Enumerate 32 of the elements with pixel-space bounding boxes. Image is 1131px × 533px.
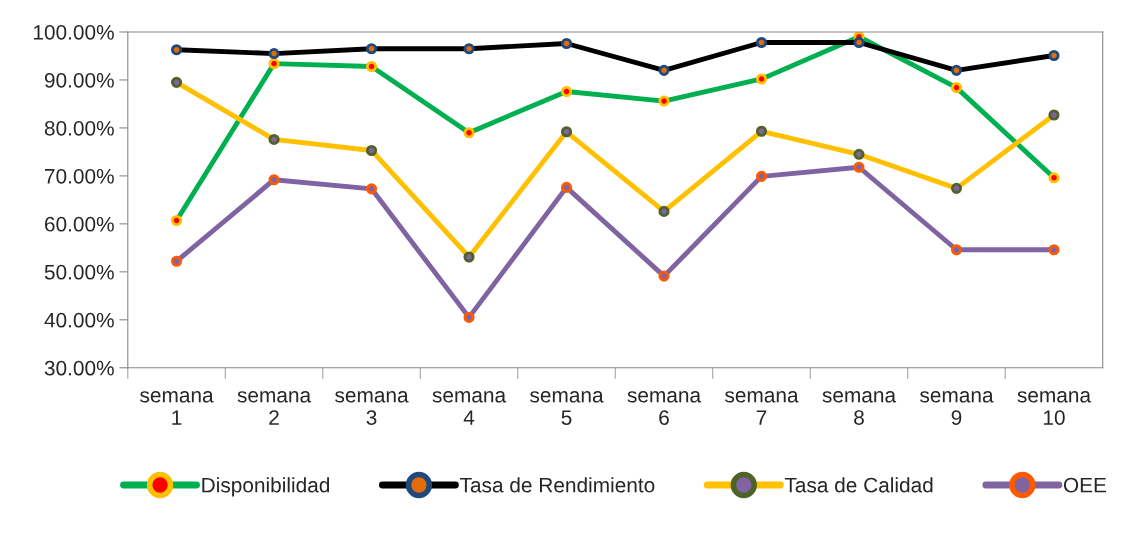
x-tick-label: semana 5: [530, 391, 604, 425]
point: [658, 270, 670, 282]
x-tick-label: semana 2: [237, 391, 312, 425]
x-tick-label: semana 1: [140, 391, 214, 425]
y-tick-label: 50.00%: [44, 264, 114, 280]
x-tick-label: semana 4: [432, 391, 507, 425]
point: [170, 255, 183, 267]
y-tick-label: 70.00%: [45, 168, 114, 184]
x-tick-label: semana 8: [822, 391, 897, 425]
x-tick-label: semana 7: [725, 391, 799, 425]
y-tick-label: 100.00%: [33, 24, 114, 40]
legend-label: Disponibilidad: [202, 477, 330, 497]
point: [950, 244, 963, 256]
legend-label: OEE: [1063, 477, 1107, 493]
y-tick-label: 60.00%: [45, 216, 114, 232]
x-tick-label: semana 3: [335, 391, 409, 425]
x-tick-label: semana 6: [627, 391, 702, 425]
point: [463, 311, 475, 323]
legend-label: Tasa de Calidad: [784, 477, 933, 493]
point: [268, 174, 280, 186]
y-tick-label: 40.00%: [44, 312, 114, 328]
point: [365, 183, 378, 195]
y-tick-label: 90.00%: [44, 72, 114, 88]
point: [560, 181, 573, 193]
x-tick-label: semana 10: [1017, 391, 1092, 425]
x-tick-label: semana 9: [920, 391, 994, 425]
point: [755, 170, 768, 182]
legend-label: Tasa de Rendimiento: [460, 477, 655, 493]
point: [1048, 244, 1060, 256]
y-tick-label: 30.00%: [44, 360, 114, 376]
y-tick-label: 80.00%: [44, 120, 114, 136]
point: [853, 161, 865, 173]
